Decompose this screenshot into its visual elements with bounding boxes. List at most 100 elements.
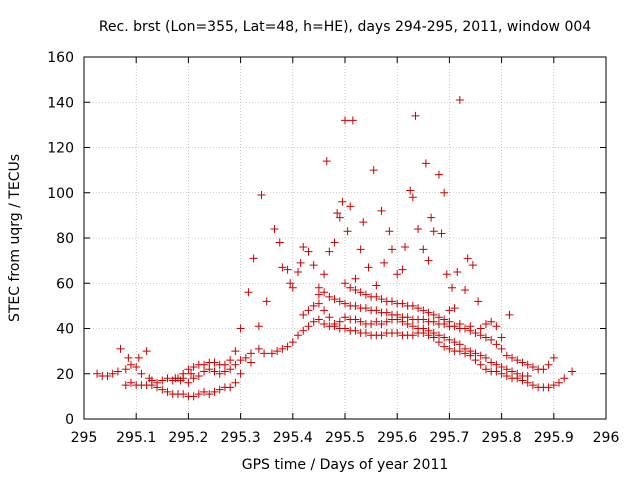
data-point	[304, 306, 313, 315]
data-point	[382, 317, 391, 326]
data-point	[314, 290, 323, 299]
data-point	[372, 317, 381, 326]
data-point	[343, 227, 352, 236]
data-point	[401, 243, 410, 252]
grid-lines	[84, 57, 606, 419]
data-point	[419, 245, 428, 254]
data-point	[189, 362, 198, 371]
data-point	[121, 365, 130, 374]
data-point	[429, 317, 438, 326]
data-point	[126, 360, 135, 369]
data-point	[210, 367, 219, 376]
data-point	[528, 362, 537, 371]
data-point	[380, 258, 389, 267]
data-point	[356, 288, 365, 297]
data-point	[356, 245, 365, 254]
data-point	[419, 324, 428, 333]
data-point	[502, 372, 511, 381]
data-point	[408, 193, 417, 202]
data-point	[254, 344, 263, 353]
data-point	[560, 374, 569, 383]
data-point	[341, 116, 349, 125]
data-point	[210, 358, 219, 367]
data-point	[492, 340, 501, 349]
data-point	[121, 381, 130, 390]
data-point	[247, 349, 256, 358]
data-point	[361, 304, 370, 313]
y-tick-label: 60	[56, 276, 74, 292]
data-point	[555, 378, 564, 387]
data-point	[103, 372, 112, 381]
data-point	[385, 227, 394, 236]
data-point	[314, 315, 323, 324]
data-points	[93, 95, 577, 401]
data-point	[445, 317, 454, 326]
chart-title: Rec. brst (Lon=355, Lat=48, h=HE), days …	[99, 19, 591, 35]
data-point	[411, 111, 420, 120]
x-tick-label: 295.7	[429, 430, 469, 446]
data-point	[325, 313, 334, 322]
data-point	[338, 197, 347, 206]
data-point	[184, 378, 193, 387]
data-point	[508, 353, 517, 362]
data-point	[474, 297, 483, 306]
data-point	[455, 347, 464, 356]
data-point	[158, 385, 167, 394]
x-tick-label: 295	[71, 430, 98, 446]
x-tick-label: 295.1	[116, 430, 156, 446]
x-tick-label: 295.9	[534, 430, 574, 446]
data-point	[424, 326, 433, 335]
data-point	[513, 356, 522, 365]
data-point	[93, 369, 102, 378]
data-point	[113, 367, 122, 376]
tick-labels: 295 295.1 295.2 295.3 295.4 295.5 295.6 295.7 29…	[47, 50, 619, 446]
data-point	[434, 338, 443, 347]
data-point	[215, 385, 224, 394]
data-point	[523, 372, 532, 381]
data-point	[393, 329, 402, 338]
data-point	[466, 347, 475, 356]
data-point	[330, 295, 339, 304]
data-point	[247, 358, 256, 367]
data-point	[320, 319, 329, 328]
data-point	[341, 279, 349, 288]
data-point	[226, 365, 235, 374]
data-point	[377, 319, 386, 328]
data-point	[273, 347, 282, 356]
data-point	[241, 353, 250, 362]
data-point	[179, 390, 188, 399]
data-point	[325, 292, 334, 301]
data-point	[356, 317, 365, 326]
data-point	[359, 218, 368, 227]
data-point	[158, 376, 167, 385]
data-point	[322, 157, 331, 166]
data-point	[487, 358, 496, 367]
data-point	[523, 378, 532, 387]
data-point	[455, 340, 464, 349]
data-point	[377, 206, 386, 215]
data-point	[325, 247, 334, 256]
data-point	[299, 326, 308, 335]
data-point	[528, 381, 537, 390]
data-point	[254, 322, 263, 331]
data-point	[142, 347, 151, 356]
x-tick-label: 295.5	[325, 430, 365, 446]
y-tick-label: 40	[56, 322, 74, 338]
data-point	[210, 387, 219, 396]
data-point	[335, 317, 344, 326]
y-tick-label: 140	[47, 95, 74, 111]
data-point	[539, 365, 548, 374]
data-point	[440, 342, 449, 351]
y-tick-label: 80	[56, 231, 74, 247]
data-point	[288, 338, 297, 347]
data-point	[440, 333, 449, 342]
data-point	[513, 369, 522, 378]
data-point	[351, 315, 360, 324]
plot-frame	[83, 56, 607, 420]
data-point	[278, 344, 287, 353]
data-point	[236, 324, 245, 333]
data-point	[497, 369, 506, 378]
data-point	[408, 301, 417, 310]
data-point	[262, 297, 271, 306]
